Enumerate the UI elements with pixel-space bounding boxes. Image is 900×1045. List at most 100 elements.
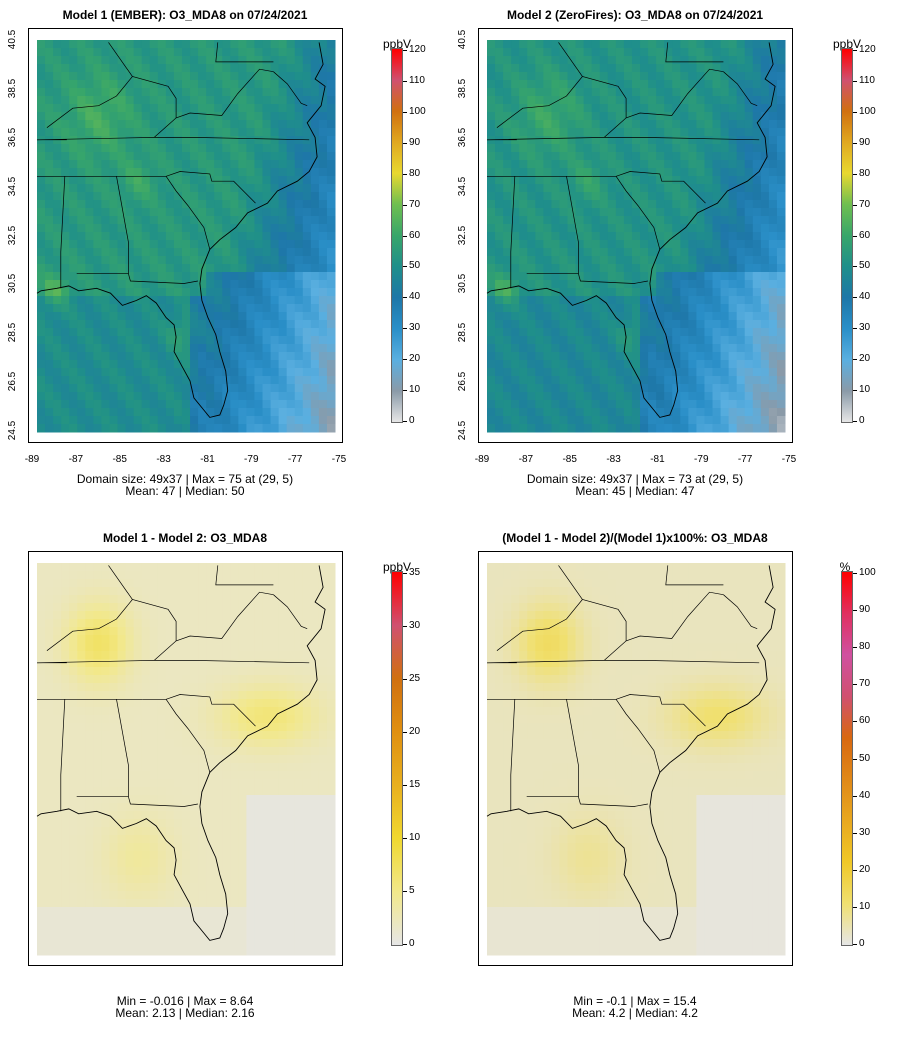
grid-cell [503, 352, 512, 361]
grid-cell [278, 224, 288, 233]
grid-cell [238, 144, 247, 153]
grid-cell [535, 232, 544, 241]
grid-cell [696, 176, 705, 185]
grid-cell [133, 771, 143, 780]
grid-cell [591, 112, 601, 121]
grid-cell [230, 715, 239, 724]
grid-cell [77, 747, 86, 756]
grid-cell [688, 264, 697, 273]
grid-cell [165, 683, 175, 692]
grid-cell [704, 168, 714, 177]
grid-cell [607, 88, 617, 97]
grid-cell [262, 643, 272, 652]
grid-cell [318, 224, 328, 233]
grid-cell [61, 88, 70, 97]
grid-cell [567, 320, 577, 329]
grid-cell [776, 72, 786, 81]
grid-cell [117, 320, 127, 329]
grid-cell [302, 200, 312, 209]
grid-cell [230, 675, 239, 684]
grid-cell [728, 320, 738, 329]
grid-cell [615, 312, 625, 321]
grid-cell [535, 352, 544, 361]
grid-cell [591, 328, 601, 337]
grid-cell [93, 168, 102, 177]
grid-cell [93, 264, 102, 273]
grid-cell [61, 691, 70, 700]
grid-cell [487, 256, 496, 265]
grid-cell [760, 208, 770, 217]
grid-cell [278, 168, 288, 177]
grid-cell [648, 344, 657, 353]
grid-cell [487, 320, 496, 329]
grid-cell [101, 344, 110, 353]
grid-cell [278, 424, 288, 433]
grid-cell [511, 200, 520, 209]
grid-cell [527, 360, 536, 369]
grid-cell [230, 264, 239, 273]
grid-cell [326, 571, 336, 580]
grid-cell [535, 128, 544, 137]
grid-cell [664, 232, 673, 241]
grid-cell [173, 611, 183, 620]
grid-cell [776, 304, 786, 313]
grid-cell [214, 288, 223, 297]
grid-cell [623, 56, 633, 65]
grid-cell [503, 288, 512, 297]
grid-cell [149, 104, 159, 113]
grid-cell [615, 104, 625, 113]
grid-cell [109, 136, 119, 145]
grid-cell [262, 747, 272, 756]
grid-cell [326, 747, 336, 756]
grid-cell [559, 64, 569, 73]
grid-cell [109, 416, 119, 425]
grid-cell [664, 264, 673, 273]
grid-cell [198, 248, 207, 257]
grid-cell [527, 120, 536, 129]
grid-cell [101, 635, 110, 644]
grid-cell [599, 288, 609, 297]
grid-cell [752, 136, 762, 145]
grid-cell [222, 240, 231, 249]
grid-cell [45, 136, 54, 145]
grid-cell [238, 787, 247, 796]
grid-cell [157, 619, 167, 628]
grid-cell [760, 88, 770, 97]
grid-cell [318, 216, 328, 225]
grid-cell [640, 208, 649, 217]
grid-cell [37, 739, 46, 748]
grid-cell [93, 424, 102, 433]
grid-cell [270, 603, 280, 612]
grid-cell [696, 360, 705, 369]
grid-cell [165, 651, 175, 660]
grid-cell [599, 216, 609, 225]
grid-cell [712, 256, 722, 265]
grid-cell [294, 795, 304, 804]
grid-cell [495, 392, 504, 401]
grid-cell [286, 176, 296, 185]
grid-cell [672, 368, 681, 377]
grid-cell [254, 595, 264, 604]
grid-cell [85, 667, 94, 676]
grid-cell [286, 595, 296, 604]
grid-cell [117, 240, 127, 249]
grid-cell [222, 232, 231, 241]
grid-cell [672, 96, 681, 105]
grid-cell [310, 579, 320, 588]
grid-cell [511, 304, 520, 313]
grid-cell [246, 64, 255, 73]
grid-cell [230, 424, 239, 433]
grid-cell [326, 160, 336, 169]
grid-cell [688, 72, 697, 81]
grid-cell [61, 579, 70, 588]
grid-cell [302, 643, 312, 652]
grid-cell [69, 80, 78, 89]
grid-cell [591, 288, 601, 297]
grid-cell [85, 152, 94, 161]
grid-cell [117, 96, 127, 105]
grid-cell [302, 667, 312, 676]
grid-cell [318, 400, 328, 409]
grid-cell [69, 763, 78, 772]
grid-cell [262, 104, 272, 113]
grid-cell [535, 168, 544, 177]
